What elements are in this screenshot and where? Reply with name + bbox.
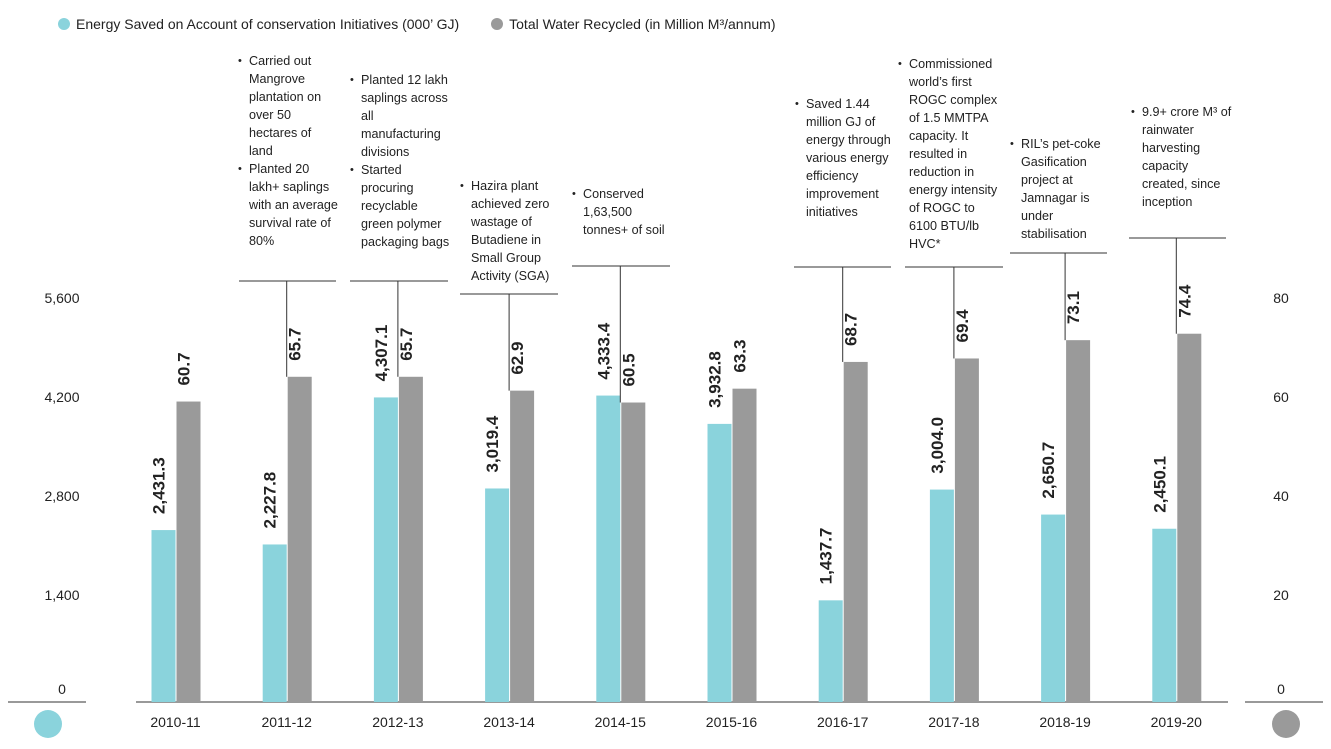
bar-water	[398, 376, 423, 702]
bar-energy	[1152, 528, 1177, 702]
y-left-tick-label: 1,400	[44, 587, 79, 603]
data-label-water: 63.3	[731, 340, 750, 373]
bar-energy	[929, 489, 954, 702]
data-label-energy: 3,004.0	[928, 417, 947, 474]
bar-water	[510, 390, 535, 702]
legend-swatch-water	[491, 18, 504, 30]
legend-label-energy: Energy Saved on Account of conservation …	[76, 16, 460, 32]
annotation-note: Planted 12 lakh saplings across all manu…	[350, 71, 450, 251]
bar-energy	[485, 488, 510, 702]
bar-water	[843, 361, 868, 702]
data-label-energy: 2,650.7	[1039, 442, 1058, 499]
annotation-bullet: Conserved 1,63,500 tonnes+ of soil	[572, 185, 672, 239]
annotation-note: 9.9+ crore M³ of rainwater harvesting ca…	[1131, 103, 1235, 211]
data-label-energy: 4,333.4	[594, 322, 613, 379]
data-label-water: 62.9	[508, 342, 527, 375]
bar-water	[1177, 333, 1202, 702]
bar-water	[954, 358, 979, 702]
y-left-tick-label: 4,200	[44, 389, 79, 405]
x-tick-label: 2010-11	[150, 714, 201, 730]
bar-water	[621, 402, 646, 702]
y-left-tick-label: 0	[58, 681, 66, 697]
bar-energy	[707, 423, 732, 702]
data-label-energy: 4,307.1	[372, 325, 391, 382]
data-label-energy: 1,437.7	[817, 528, 836, 585]
data-label-water: 73.1	[1064, 291, 1083, 324]
annotation-note: Commissioned world’s first ROGC complex …	[898, 55, 1004, 253]
bar-energy	[262, 544, 287, 702]
annotation-bullet: 9.9+ crore M³ of rainwater harvesting ca…	[1131, 103, 1235, 211]
legend-label-water: Total Water Recycled (in Million M³/annu…	[509, 16, 776, 32]
annotation-note: RIL’s pet-coke Gasification project at J…	[1010, 135, 1110, 243]
data-label-water: 60.5	[619, 353, 638, 386]
legend-item-water: Total Water Recycled (in Million M³/annu…	[491, 16, 775, 32]
bar-energy	[373, 397, 398, 702]
x-tick-label: 2011-12	[262, 714, 313, 730]
annotation-note: Hazira plant achieved zero wastage of Bu…	[460, 177, 560, 285]
data-label-energy: 3,019.4	[483, 415, 502, 472]
annotation-bullet: Planted 20 lakh+ saplings with an averag…	[238, 160, 338, 250]
bar-energy	[151, 530, 176, 702]
y-right-tick-label: 60	[1273, 389, 1289, 405]
left-axis-marker-circle	[34, 710, 62, 738]
data-label-water: 69.4	[953, 309, 972, 343]
annotation-note: Saved 1.44 million GJ of energy through …	[795, 95, 891, 221]
bar-water	[176, 401, 201, 702]
data-label-energy: 2,431.3	[150, 457, 169, 514]
x-tick-label: 2018-19	[1039, 714, 1091, 730]
x-tick-label: 2017-18	[928, 714, 980, 730]
legend-swatch-energy	[58, 18, 70, 30]
y-left-tick-label: 2,800	[44, 488, 79, 504]
annotation-bullet: Saved 1.44 million GJ of energy through …	[795, 95, 891, 221]
y-right-tick-label: 0	[1277, 681, 1285, 697]
y-left-tick-label: 5,600	[44, 290, 79, 306]
bar-energy	[596, 395, 621, 702]
legend-item-energy: Energy Saved on Account of conservation …	[58, 16, 459, 32]
data-label-water: 65.7	[397, 328, 416, 361]
data-label-water: 68.7	[842, 313, 861, 346]
x-tick-label: 2014-15	[595, 714, 647, 730]
y-right-tick-label: 40	[1273, 488, 1289, 504]
annotation-bullet: Commissioned world’s first ROGC complex …	[898, 55, 1004, 253]
bar-water	[287, 376, 312, 702]
annotation-bullet: Started procuring recyclable green polym…	[350, 161, 450, 251]
y-right-tick-label: 80	[1273, 290, 1289, 306]
bar-energy	[1041, 514, 1066, 702]
x-tick-label: 2016-17	[817, 714, 869, 730]
data-label-water: 60.7	[175, 352, 194, 385]
bar-water	[1066, 340, 1091, 702]
y-right-tick-label: 20	[1273, 587, 1289, 603]
right-axis-marker-circle	[1272, 710, 1300, 738]
annotation-bullet: Hazira plant achieved zero wastage of Bu…	[460, 177, 560, 285]
annotation-bullet: Planted 12 lakh saplings across all manu…	[350, 71, 450, 161]
data-label-energy: 2,227.8	[261, 472, 280, 529]
annotation-note: Conserved 1,63,500 tonnes+ of soil	[572, 185, 672, 239]
data-label-water: 65.7	[286, 328, 305, 361]
legend: Energy Saved on Account of conservation …	[58, 16, 807, 32]
annotation-note: Carried out Mangrove plantation on over …	[238, 52, 338, 250]
bar-energy	[818, 600, 843, 702]
annotation-bullet: RIL’s pet-coke Gasification project at J…	[1010, 135, 1110, 243]
x-tick-label: 2012-13	[372, 714, 424, 730]
annotation-bullet: Carried out Mangrove plantation on over …	[238, 52, 338, 160]
data-label-water: 74.4	[1175, 284, 1194, 318]
x-tick-label: 2015-16	[706, 714, 758, 730]
data-label-energy: 2,450.1	[1150, 456, 1169, 513]
data-label-energy: 3,932.8	[706, 351, 725, 408]
x-tick-label: 2019-20	[1151, 714, 1203, 730]
bar-water	[732, 388, 757, 702]
x-tick-label: 2013-14	[483, 714, 535, 730]
